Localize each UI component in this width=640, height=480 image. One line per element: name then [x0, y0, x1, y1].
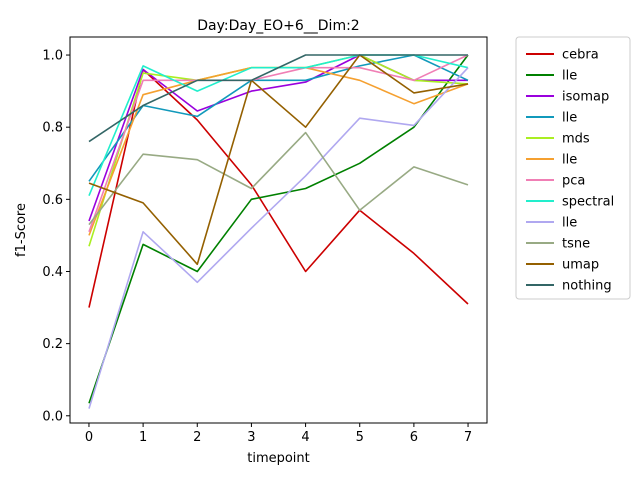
- series-line-umap-10: [88, 54, 469, 266]
- x-tick-label: 1: [139, 430, 147, 445]
- y-tick-label: 0.8: [42, 121, 63, 136]
- legend-label: pca: [562, 174, 585, 189]
- legend-item-lle-1: lle: [526, 69, 577, 84]
- series-layer: [88, 54, 469, 409]
- legend-item-mds-4: mds: [526, 132, 590, 147]
- series-line-nothing-11: [88, 54, 468, 143]
- series-line-lle-8: [88, 67, 469, 409]
- series-line-pca-6: [88, 54, 469, 233]
- x-tick-label: 0: [85, 430, 93, 445]
- legend-item-pca-6: pca: [526, 174, 585, 189]
- legend-item-lle-8: lle: [526, 216, 577, 231]
- legend-label: spectral: [562, 195, 614, 210]
- x-tick-label: 3: [247, 430, 255, 445]
- y-tick-label: 0.4: [42, 265, 63, 280]
- legend-item-lle-5: lle: [526, 153, 577, 168]
- legend-label: umap: [562, 258, 599, 273]
- legend-item-cebra-0: cebra: [526, 48, 599, 63]
- x-tick-label: 6: [410, 430, 418, 445]
- legend-item-isomap-2: isomap: [526, 90, 609, 105]
- y-tick-label: 0.2: [42, 337, 63, 352]
- legend-label: nothing: [562, 279, 612, 294]
- legend-label: lle: [562, 216, 577, 231]
- legend-item-spectral-7: spectral: [526, 195, 614, 210]
- x-tick-label: 7: [464, 430, 472, 445]
- y-tick-label: 1.0: [42, 49, 63, 64]
- y-tick-label: 0.6: [42, 193, 63, 208]
- legend-item-nothing-11: nothing: [526, 279, 612, 294]
- x-tick-label: 5: [356, 430, 364, 445]
- series-line-lle-3: [88, 54, 469, 182]
- chart-title: Day:Day_EO+6__Dim:2: [197, 18, 359, 34]
- y-tick-label: 0.0: [42, 409, 63, 424]
- legend-box: [515, 36, 631, 300]
- series-line-cebra-0: [88, 68, 469, 308]
- x-axis-label: timepoint: [247, 451, 310, 466]
- legend-label: isomap: [562, 90, 609, 105]
- legend-item-lle-3: lle: [526, 111, 577, 126]
- series-line-lle-1: [88, 54, 469, 404]
- legend-items: cebra lle isomap lle mds lle pca spectral lle tsn…: [526, 48, 614, 294]
- legend-label: lle: [562, 111, 577, 126]
- axes-frame: [69, 36, 488, 424]
- legend-label: lle: [562, 69, 577, 84]
- series-line-tsne-9: [88, 131, 469, 226]
- legend-item-tsne-9: tsne: [526, 237, 590, 252]
- x-tick-label: 4: [301, 430, 309, 445]
- x-ticks: 0 1 2 3 4 5 6 7: [85, 423, 472, 445]
- legend: cebra lle isomap lle mds lle pca spectral lle tsn…: [515, 36, 631, 300]
- legend-label: lle: [562, 153, 577, 168]
- legend-item-umap-10: umap: [526, 258, 599, 273]
- y-ticks: 0.0 0.2 0.4 0.6 0.8 1.0: [42, 49, 70, 424]
- legend-label: mds: [562, 132, 590, 147]
- x-tick-label: 2: [193, 430, 201, 445]
- y-axis-label: f1-Score: [14, 203, 29, 257]
- legend-label: tsne: [562, 237, 590, 252]
- legend-label: cebra: [562, 48, 599, 63]
